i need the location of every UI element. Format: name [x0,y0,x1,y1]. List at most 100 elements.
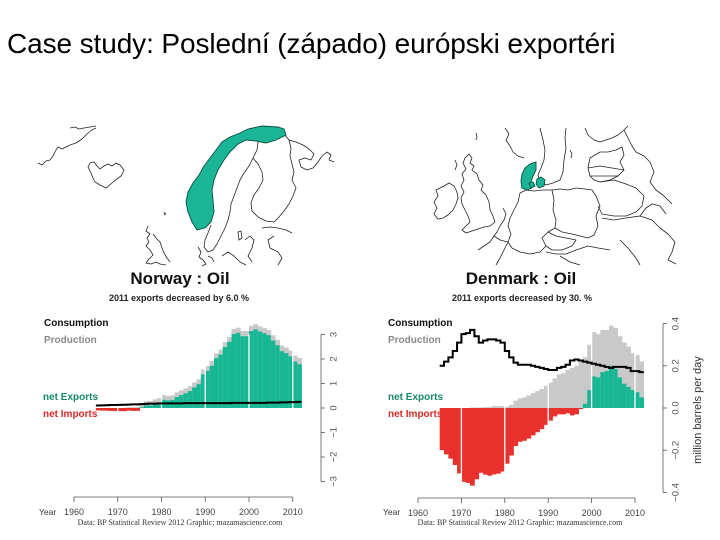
central-europe-border [545,245,611,255]
net-exports-bar [218,354,224,408]
production-bar [587,344,592,408]
romania-border [619,239,641,266]
production-bar [569,367,575,408]
net-exports-bar [139,407,145,408]
shetland [475,132,478,141]
net-imports-bar [444,408,449,455]
net-exports-bar [635,392,640,408]
sweden-coast [537,127,567,186]
x-tick-label: 2000 [582,508,602,518]
net-exports-bar [183,393,189,408]
production-bar [600,329,605,408]
great-britain [460,153,496,234]
x-tick-label: 2010 [283,507,303,517]
belarus-border [597,179,645,217]
net-exports-bar [144,405,149,408]
net-exports-bar [639,397,645,408]
legend-net-exports: net Exports [43,392,99,403]
production-bar [630,353,636,408]
denmark-outline [197,246,207,267]
danish-islands [207,255,215,263]
hungary-border [559,255,581,266]
faroe-islands [163,211,167,216]
net-exports-bar [595,377,601,408]
net-imports-bar [578,408,584,410]
net-imports-bar [513,408,519,446]
production-bar [556,374,562,408]
net-imports-bar [569,408,575,416]
estonia-coast [261,226,293,234]
net-exports-bar [621,383,627,408]
net-exports-bar [157,402,162,408]
net-exports-bar [249,331,254,408]
production-bar [487,407,493,408]
production-bar [135,407,140,408]
latvia-coast [244,235,255,263]
production-bar [582,357,588,408]
net-exports-bar [240,336,245,408]
net-imports-bar [95,408,101,411]
production-bar [130,407,136,408]
production-bar [535,391,540,408]
x-axis-label: Year [383,507,401,517]
net-imports-bar [113,408,119,412]
production-bar [604,329,610,408]
net-imports-bar [552,408,558,417]
production-bar [635,355,640,408]
greenland-coast-north [69,125,97,130]
net-imports-bar [526,408,532,439]
net-imports-bar [135,408,140,411]
slide-title: Case study: Poslední (západo) európski e… [7,28,616,59]
bars [439,325,645,486]
y-tick-label: 0 [329,405,340,410]
baltic-south-coast [221,251,247,266]
net-exports-bar [214,358,219,408]
y-tick-label: −3 [329,476,340,487]
production-bar [500,406,506,408]
chart-subtitle: 2011 exports decreased by 30. % [451,293,593,303]
net-exports-bar [179,395,184,408]
production-bar [574,365,579,408]
x-axis: 1960 1970 1980 1990 2000 2010 [64,496,303,517]
production-bar [552,378,558,408]
net-exports-bar [275,345,280,408]
production-bar [491,405,497,408]
czech-border [545,231,577,251]
net-exports-bar [604,371,610,408]
production-bar [496,406,501,408]
net-imports-bar [535,408,540,433]
consumption-line [439,328,644,374]
net-imports-bar [461,408,467,482]
net-exports-bar [284,353,289,408]
net-exports-bar [222,346,228,408]
production-bar [561,373,566,408]
legend-net-imports: net Imports [43,409,98,420]
x-tick-label: 1960 [64,507,84,517]
production-bar [595,334,601,408]
net-exports-bar [192,387,197,408]
net-imports-bar [457,408,462,474]
x-tick-label: 1970 [108,507,128,517]
sweden-outline [203,141,259,253]
y-tick-label: 0.0 [671,401,682,414]
finland-russia-border [273,133,297,223]
production-bar [517,398,523,408]
y-axis-title: million barrels per day [692,356,704,464]
net-imports-bar [561,408,566,415]
y-axis: 0.4 0.2 0.0 −0.2 −0.4 [662,317,682,502]
net-imports-bar [496,408,501,474]
bars [95,324,302,412]
net-exports-bar [262,333,267,408]
net-exports-bar [187,391,193,408]
net-exports-bar [231,334,237,408]
net-exports-bar [600,372,605,408]
net-imports-bar [474,408,480,480]
production-bar [513,400,519,408]
production-bar [591,332,597,408]
x-tick-label: 1990 [195,507,215,517]
net-imports-bar [530,408,536,436]
data-source-credit: Data: BP Statistical Review 2012 Graphic… [77,518,283,527]
